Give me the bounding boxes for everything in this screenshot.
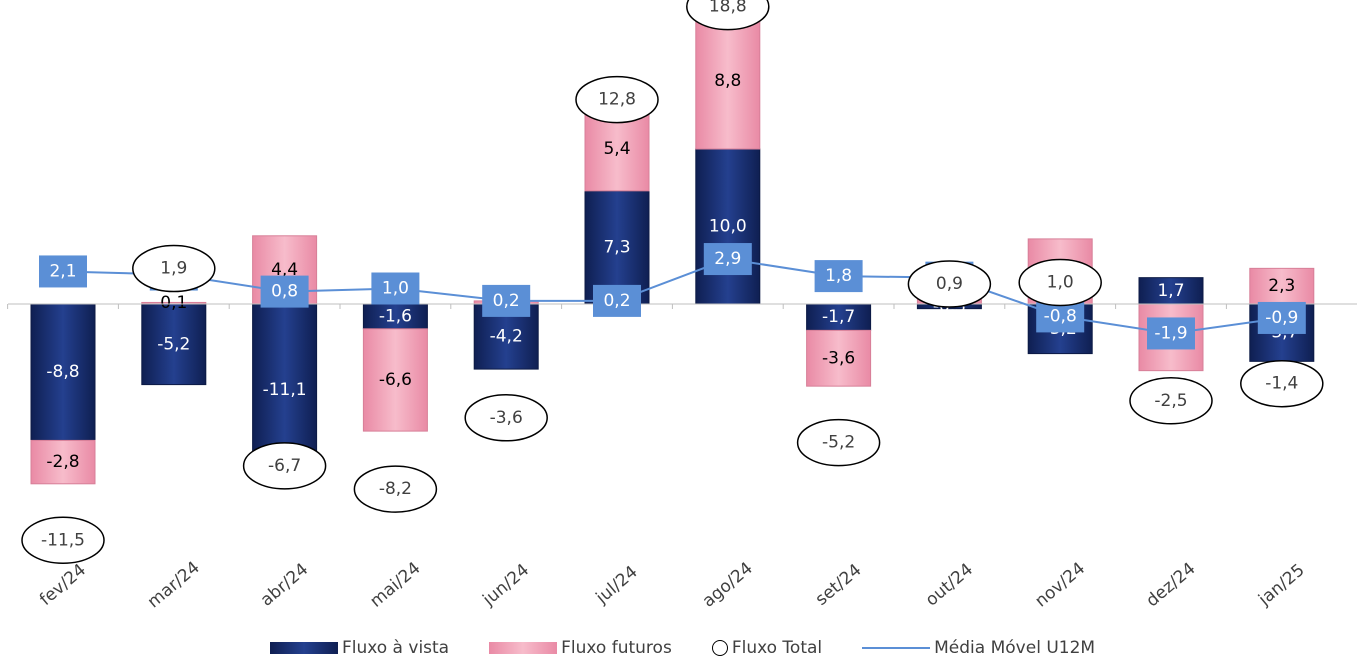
data-label-fluxo-total-1: 1,9: [160, 259, 187, 279]
data-label-fluxo-a-vista-7: -1,7: [822, 307, 855, 327]
x-tick-label-8: out/24: [922, 560, 977, 611]
marker-media-movel-0: [39, 255, 87, 288]
x-tick-label-1: mar/24: [144, 558, 204, 613]
x-tick-label-2: abr/24: [257, 559, 312, 610]
legend-label-media-movel: Média Móvel U12M: [934, 638, 1096, 658]
x-tick-label-11: jan/25: [1254, 560, 1308, 610]
bar-fluxo-futuros-6: [695, 12, 761, 150]
marker-media-movel-11: [1257, 301, 1306, 334]
data-label-fluxo-total-11: -1,4: [1265, 374, 1298, 394]
data-label-fluxo-futuros-2: 4,4: [271, 260, 298, 280]
data-label-fluxo-total-8: 0,9: [936, 274, 963, 294]
bar-fluxo-futuros-7: [806, 329, 872, 387]
data-label-fluxo-total-2: -6,7: [268, 456, 301, 476]
data-label-fluxo-a-vista-5: 7,3: [603, 237, 630, 257]
total-ellipse-3: [353, 465, 438, 513]
legend-item-fluxo-futuros[interactable]: Fluxo futuros: [489, 638, 672, 658]
data-label-fluxo-futuros-7: -3,6: [822, 348, 855, 368]
data-label-fluxo-futuros-0: -2,8: [46, 452, 79, 472]
data-label-fluxo-a-vista-3: -1,6: [379, 306, 412, 326]
x-tick-label-10: dez/24: [1143, 559, 1200, 611]
x-tick-label-0: fev/24: [36, 560, 90, 610]
total-ellipse-11: [1240, 359, 1324, 408]
data-label-fluxo-a-vista-1: -5,2: [157, 334, 190, 354]
total-ellipse-10: [1129, 377, 1213, 425]
legend-label-fluxo-a-vista: Fluxo à vista: [341, 638, 450, 658]
legend-swatch-fluxo-futuros: [489, 642, 558, 654]
data-label-media-movel-4: 0,2: [493, 291, 520, 311]
total-ellipse-1: [132, 244, 216, 293]
total-ellipse-8: [907, 260, 992, 308]
data-label-fluxo-total-0: -11,5: [41, 530, 85, 550]
x-tick-label-6: ago/24: [699, 558, 757, 611]
legend-item-fluxo-a-vista[interactable]: Fluxo à vista: [269, 638, 450, 658]
data-label-media-movel-3: 1,0: [382, 279, 409, 299]
legend-item-media-movel[interactable]: Média Móvel U12M: [862, 638, 1095, 658]
data-label-fluxo-total-6: 18,8: [709, 0, 747, 17]
data-label-media-movel-2: 0,8: [271, 282, 298, 302]
x-tick-label-4: jun/24: [478, 560, 533, 610]
data-label-media-movel-10: -1,9: [1154, 323, 1187, 343]
data-label-media-movel-7: 1,8: [825, 266, 852, 286]
data-label-media-movel-9: -0,8: [1044, 306, 1077, 326]
data-label-fluxo-total-7: -5,2: [822, 433, 855, 453]
marker-media-movel-5: [593, 284, 641, 317]
data-label-fluxo-futuros-3: -6,6: [379, 370, 412, 390]
legend-label-fluxo-total: Fluxo Total: [731, 638, 823, 658]
x-tick-label-7: set/24: [812, 560, 866, 610]
legend: Fluxo à vista Fluxo futuros Fluxo Total …: [0, 634, 1365, 662]
data-label-fluxo-a-vista-10: 1,7: [1157, 281, 1184, 301]
legend-swatch-media-movel: [862, 647, 931, 649]
legend-swatch-fluxo-a-vista: [269, 642, 338, 654]
data-label-fluxo-futuros-1: 0,1: [160, 293, 187, 313]
bar-fluxo-a-vista-7: [806, 303, 872, 331]
bar-fluxo-futuros-11: [1249, 267, 1315, 305]
data-label-fluxo-a-vista-6: 10,0: [709, 217, 747, 237]
legend-swatch-fluxo-total: [711, 640, 728, 656]
marker-media-movel-7: [814, 260, 863, 293]
x-tick-label-9: nov/24: [1031, 559, 1089, 612]
total-ellipse-4: [464, 394, 548, 442]
data-label-fluxo-total-3: -8,2: [379, 479, 412, 499]
legend-label-fluxo-futuros: Fluxo futuros: [561, 638, 672, 658]
data-label-media-movel-0: 2,1: [49, 261, 76, 281]
marker-media-movel-6: [703, 243, 752, 276]
data-label-fluxo-a-vista-0: -8,8: [46, 362, 79, 382]
data-label-fluxo-futuros-5: 5,4: [603, 139, 630, 159]
total-ellipse-5: [575, 75, 659, 124]
data-label-media-movel-5: 0,2: [603, 291, 630, 311]
marker-media-movel-10: [1147, 317, 1195, 350]
bar-fluxo-a-vista-10: [1138, 277, 1204, 305]
x-tick-label-5: jul/24: [592, 562, 642, 609]
data-label-fluxo-futuros-6: 8,8: [714, 71, 741, 91]
legend-item-fluxo-total[interactable]: Fluxo Total: [711, 638, 823, 658]
data-label-fluxo-a-vista-2: -11,1: [263, 380, 307, 400]
data-label-media-movel-11: -0,9: [1265, 308, 1298, 328]
total-ellipse-2: [242, 442, 327, 490]
data-label-fluxo-total-9: 1,0: [1047, 273, 1074, 293]
data-label-fluxo-futuros-11: 2,3: [1268, 276, 1295, 296]
total-ellipse-6: [686, 0, 770, 31]
marker-media-movel-3: [371, 272, 420, 305]
data-label-media-movel-6: 2,9: [714, 249, 741, 269]
line-media-movel: [62, 258, 1282, 335]
marker-media-movel-2: [260, 275, 309, 308]
data-label-fluxo-total-5: 12,8: [598, 90, 636, 110]
marker-media-movel-4: [482, 284, 531, 317]
data-label-fluxo-total-4: -3,6: [490, 408, 523, 428]
total-ellipse-0: [21, 516, 105, 564]
total-ellipse-9: [1018, 258, 1102, 307]
data-label-fluxo-a-vista-4: -4,2: [490, 327, 523, 347]
bar-fluxo-a-vista-6: [695, 148, 761, 305]
bar-fluxo-futuros-3: [362, 328, 428, 432]
bar-fluxo-futuros-0: [30, 439, 96, 485]
data-label-fluxo-total-10: -2,5: [1154, 391, 1187, 411]
total-ellipse-7: [796, 418, 881, 467]
bar-fluxo-a-vista-0: [30, 303, 96, 441]
x-tick-label-3: mai/24: [366, 558, 424, 611]
